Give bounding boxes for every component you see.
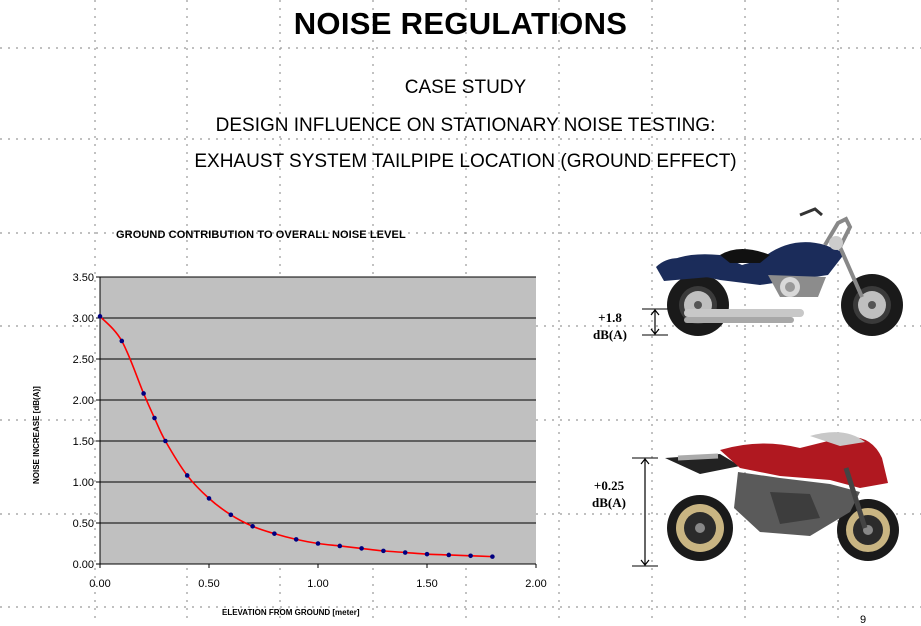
chart-data-point (119, 338, 125, 344)
chart-x-tick-label: 0.00 (89, 578, 110, 590)
chart-data-point (490, 554, 495, 559)
chart-x-tick-label: 2.00 (525, 578, 546, 590)
chart-data-point (163, 438, 168, 444)
sport-delta-unit: dB(A) (592, 495, 626, 510)
subtitle-exhaust-location: EXHAUST SYSTEM TAILPIPE LOCATION (GROUND… (194, 151, 737, 172)
chart-y-tick-label: 1.00 (73, 477, 94, 489)
subtitle-case-study: CASE STUDY (404, 77, 527, 98)
sport-height-dimension-icon (632, 457, 658, 567)
chart-data-point (446, 552, 452, 558)
page-title: NOISE REGULATIONS (293, 6, 628, 41)
chart-x-tick-label: 1.00 (307, 578, 328, 590)
chart-x-tick-label: 1.50 (416, 578, 437, 590)
chart-data-point (468, 553, 473, 559)
cruiser-motorcycle-image (656, 207, 903, 336)
chart-data-point (250, 523, 255, 529)
chart-data-point (424, 551, 430, 557)
chart-y-tick-label: 2.50 (73, 354, 94, 366)
chart-data-point (97, 314, 103, 319)
chart-title: GROUND CONTRIBUTION TO OVERALL NOISE LEV… (116, 229, 406, 241)
chart-data-point (152, 415, 157, 421)
chart-plot-area (100, 277, 536, 564)
sport-delta-value: +0.25 (593, 478, 625, 493)
cruiser-height-dimension-icon (642, 308, 668, 336)
chart-data-point (359, 546, 364, 551)
cruiser-noise-delta: +1.8 dB(A) (585, 309, 635, 343)
chart-data-point (402, 550, 408, 555)
chart-data-point (141, 391, 146, 396)
subtitle-design-influence: DESIGN INFLUENCE ON STATIONARY NOISE TES… (215, 115, 716, 136)
chart-y-tick-label: 1.50 (73, 436, 94, 448)
sport-motorcycle-image (665, 432, 899, 561)
chart-data-point (337, 543, 343, 549)
chart-data-point (315, 541, 321, 546)
chart-y-tick-label: 0.50 (73, 518, 94, 530)
sport-noise-delta: +0.25 dB(A) (584, 477, 634, 511)
chart-y-tick-label: 2.00 (73, 395, 94, 407)
chart-y-tick-label: 0.00 (73, 559, 94, 571)
chart-data-point (206, 496, 212, 501)
chart-data-point (272, 531, 277, 536)
chart-data-point (293, 537, 299, 542)
chart-data-point (184, 473, 190, 478)
chart-x-tick-label: 0.50 (198, 578, 219, 590)
chart-x-axis-label: ELEVATION FROM GROUND [meter] (222, 608, 360, 617)
chart-y-tick-label: 3.50 (73, 272, 94, 284)
chart-data-point (381, 548, 386, 554)
page-number: 9 (860, 614, 867, 626)
chart-y-tick-label: 3.00 (73, 313, 94, 325)
chart-data-point (228, 512, 234, 518)
cruiser-delta-value: +1.8 (598, 310, 622, 325)
cruiser-delta-unit: dB(A) (593, 327, 627, 342)
